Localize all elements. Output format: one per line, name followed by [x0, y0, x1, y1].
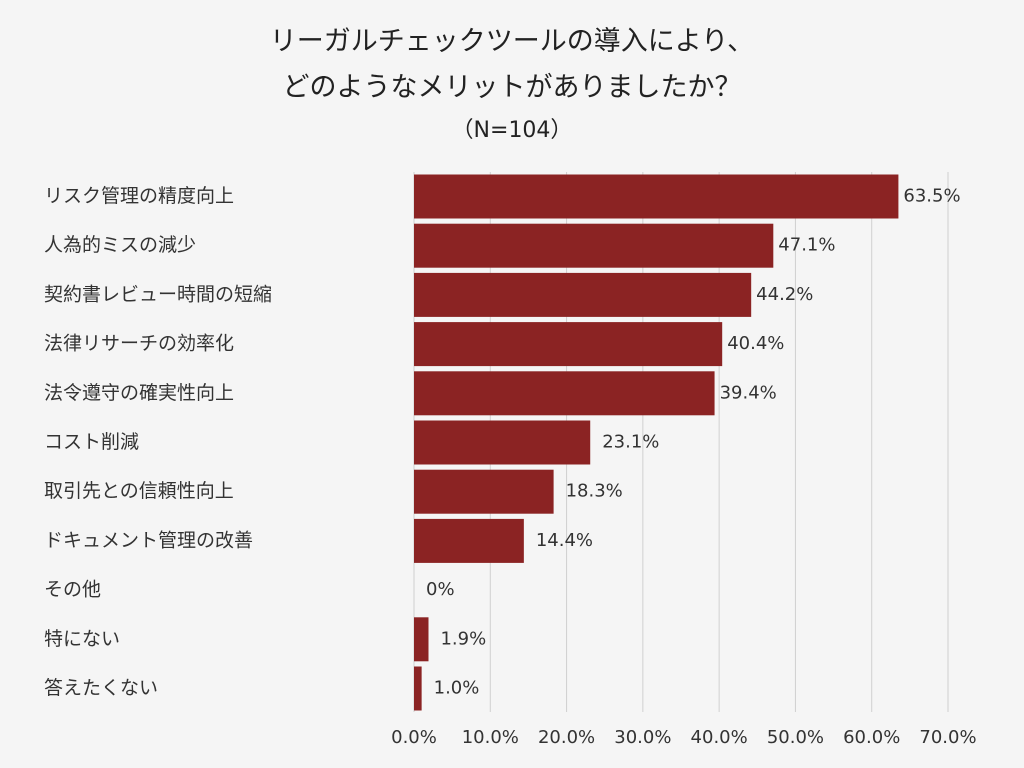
value-labels: 63.5% 47.1% 44.2% 40.4% 39.4% 23.1% 18.3% 14.4%… — [426, 186, 961, 699]
x-tick-label: 50.0% — [767, 727, 824, 748]
category-label: コスト削減 — [44, 431, 139, 453]
x-tick-label: 20.0% — [538, 727, 595, 748]
data-label: 1.9% — [440, 628, 486, 649]
bar — [414, 617, 429, 662]
category-label: ドキュメント管理の改善 — [44, 529, 253, 551]
chart-subtitle: （N=104） — [451, 118, 573, 143]
data-label: 0% — [426, 579, 455, 600]
x-axis-ticks: 0.0% 10.0% 20.0% 30.0% 40.0% 50.0% 60.0% 70.0% — [391, 727, 976, 748]
data-label: 47.1% — [778, 235, 835, 256]
category-label: 取引先との信頼性向上 — [44, 480, 234, 502]
bar — [414, 272, 752, 317]
bar — [414, 322, 723, 367]
x-tick-label: 70.0% — [919, 727, 976, 748]
data-label: 39.4% — [720, 382, 777, 403]
x-tick-label: 60.0% — [843, 727, 900, 748]
data-label: 23.1% — [602, 432, 659, 453]
bar — [414, 469, 554, 514]
chart-title-line-2: どのようなメリットがありましたか？ — [282, 72, 742, 103]
bar — [414, 371, 715, 416]
bar — [414, 174, 899, 219]
category-labels: リスク管理の精度向上人為的ミスの減少契約書レビュー時間の短縮法律リサーチの効率化… — [44, 185, 272, 699]
category-label: 法律リサーチの効率化 — [44, 333, 234, 355]
category-label: その他 — [44, 579, 101, 601]
x-tick-label: 30.0% — [614, 727, 671, 748]
category-label: リスク管理の精度向上 — [44, 185, 234, 207]
bar — [414, 666, 422, 711]
category-label: 契約書レビュー時間の短縮 — [44, 283, 272, 305]
data-label: 14.4% — [536, 530, 593, 551]
x-tick-label: 40.0% — [691, 727, 748, 748]
bar — [414, 223, 774, 268]
bar — [414, 420, 591, 465]
category-label: 特にない — [44, 628, 120, 650]
data-label: 63.5% — [903, 186, 960, 207]
category-label: 答えたくない — [44, 677, 158, 699]
data-label: 40.4% — [727, 333, 784, 354]
x-tick-label: 10.0% — [462, 727, 519, 748]
bars — [414, 174, 899, 711]
data-label: 18.3% — [566, 481, 623, 502]
chart-title-line-1: リーガルチェックツールの導入により、 — [269, 26, 755, 57]
category-label: 法令遵守の確実性向上 — [44, 382, 234, 404]
bar — [414, 518, 524, 563]
data-label: 44.2% — [756, 284, 813, 305]
data-label: 1.0% — [434, 678, 480, 699]
category-label: 人為的ミスの減少 — [44, 234, 196, 256]
x-tick-label: 0.0% — [391, 727, 437, 748]
